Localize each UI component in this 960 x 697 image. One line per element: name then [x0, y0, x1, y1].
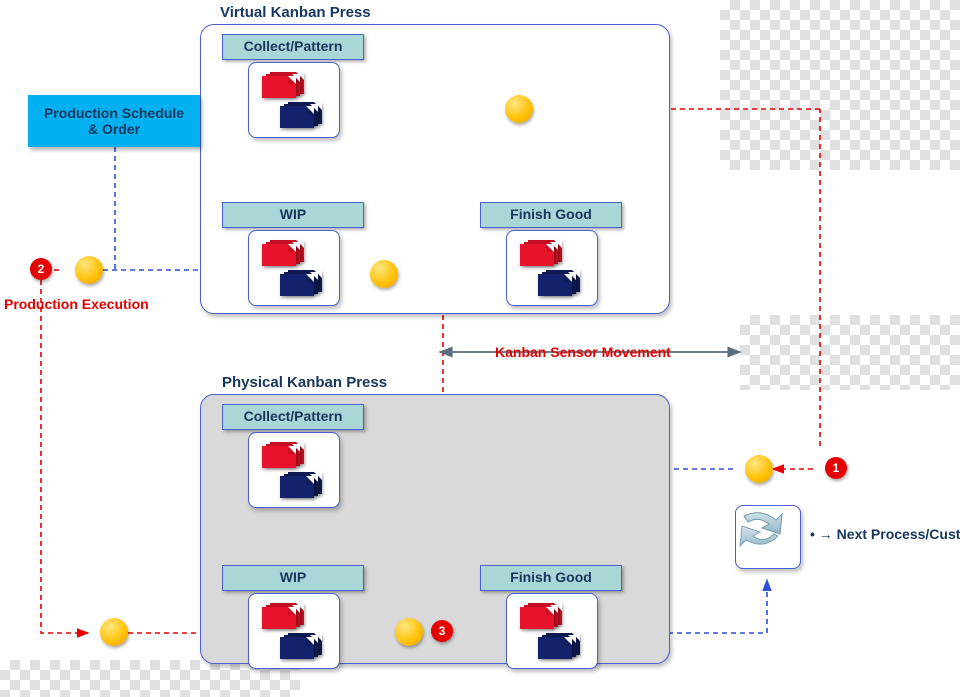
step-number-1: 1 — [825, 457, 847, 479]
schedule-line1: Production Schedule — [28, 105, 200, 121]
physical-title: Physical Kanban Press — [222, 374, 387, 391]
stage-label-v_fg: Finish Good — [480, 202, 622, 228]
card-blue — [280, 274, 314, 296]
next-process-label: • → Next Process/Customer — [810, 526, 960, 542]
schedule-line2: & Order — [28, 121, 200, 137]
card-blue — [538, 274, 572, 296]
card-blue — [538, 637, 572, 659]
node-c_v_mid — [370, 260, 398, 288]
next-process-icon-box — [735, 505, 801, 569]
card-blue — [280, 637, 314, 659]
card-red — [520, 607, 554, 629]
stage-label-p_wip: WIP — [222, 565, 364, 591]
node-c_v_left — [75, 256, 103, 284]
card-red — [262, 607, 296, 629]
stage-label-v_wip: WIP — [222, 202, 364, 228]
card-red — [262, 446, 296, 468]
connector — [41, 280, 88, 633]
card-red — [520, 244, 554, 266]
stage-label-p_fg: Finish Good — [480, 565, 622, 591]
production-execution-label: Production Execution — [4, 296, 149, 312]
next-process-text: → Next Process/Customer — [819, 526, 960, 542]
kanban-sensor-movement-label: Kanban Sensor Movement — [495, 344, 671, 360]
card-blue — [280, 476, 314, 498]
production-schedule-box: Production Schedule & Order — [28, 95, 200, 147]
card-blue — [280, 106, 314, 128]
virtual-title: Virtual Kanban Press — [220, 4, 371, 21]
node-c_v_top — [505, 95, 533, 123]
step-number-3: 3 — [431, 620, 453, 642]
node-c_p_mid — [395, 618, 423, 646]
card-red — [262, 244, 296, 266]
node-c_p_left — [100, 618, 128, 646]
stage-label-p_collect: Collect/Pattern — [222, 404, 364, 430]
bullet: • — [810, 526, 819, 542]
card-red — [262, 76, 296, 98]
stage-label-v_collect: Collect/Pattern — [222, 34, 364, 60]
node-c_p_right — [745, 455, 773, 483]
step-number-2: 2 — [30, 258, 52, 280]
